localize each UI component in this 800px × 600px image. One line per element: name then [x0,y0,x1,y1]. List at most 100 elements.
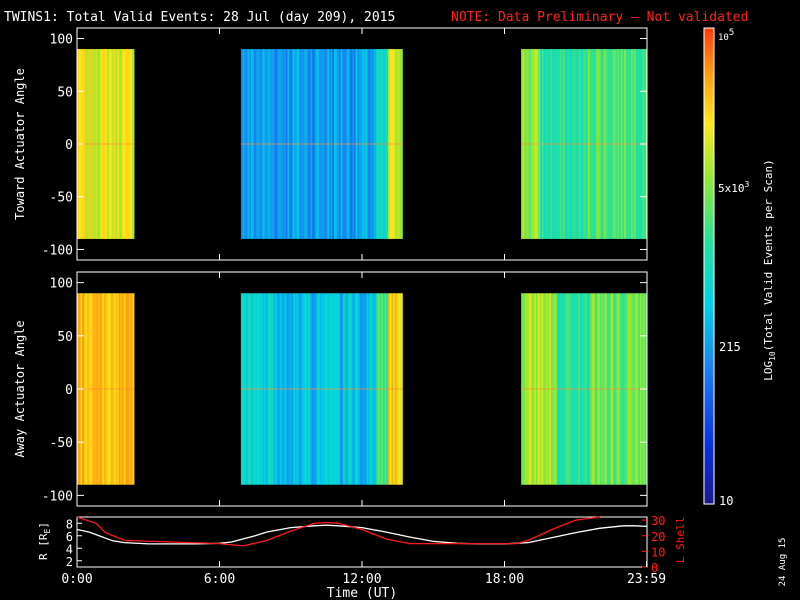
heatmap-cell [130,293,133,485]
heatmap-cell [598,293,601,485]
heatmap-cell [102,49,105,239]
heatmap-cell [244,49,247,239]
heatmap-cell [320,49,323,239]
heatmap-cell [344,293,347,485]
heatmap-cell [561,49,564,239]
y-tick-label: 0 [65,138,73,153]
heatmap-cell [115,293,118,485]
colorbar-label-sub: 10 [768,351,777,361]
heatmap-cell [92,49,95,239]
heatmap-cell [100,49,103,239]
colorbar-tick-top-base: 10 [718,33,729,43]
toward-panel: 100 50 0 -50 -100 Toward Actuator Angle [13,27,648,261]
heatmap-cell [527,49,530,239]
heatmap-cell [92,293,95,485]
heatmap-cell [637,49,640,239]
heatmap-cell [540,49,543,239]
heatmap-cell [372,49,375,239]
heatmap-cell [118,49,121,239]
heatmap-cell [300,293,303,485]
heatmap-cell [329,293,332,485]
y-tick-label: -50 [50,191,73,206]
heatmap-cell [394,49,397,239]
colorbar-label-rest: (Total Valid Events per Scan) [762,159,775,351]
heatmap-cell [339,293,342,485]
heatmap-cell [282,49,285,239]
heatmap-cell [105,293,108,485]
heatmap-cell [324,49,327,239]
y-tick-label: 0 [65,383,73,398]
heatmap-cell [521,293,524,485]
heatmap-cell [132,293,135,485]
heatmap-cell [324,293,328,485]
heatmap-cell [353,293,356,485]
y-tick-label: 50 [57,85,73,100]
heatmap-cell [107,293,110,485]
heatmap-cell [354,293,357,485]
heatmap-cell [548,49,551,239]
heatmap-cell [310,49,313,239]
heatmap-cell [275,49,278,239]
heatmap-cell [384,49,387,239]
heatmap-cell [128,293,131,485]
heatmap-cell [276,293,279,485]
preliminary-note: NOTE: Data Preliminary — Not validated [451,10,748,25]
zero-angle-band [240,388,403,390]
heatmap-cell [632,49,635,239]
heatmap-cell [545,49,548,239]
heatmap-cell [351,293,354,485]
heatmap-cell [262,49,265,239]
heatmap-cell [252,49,255,239]
heatmap-cell [534,293,537,485]
heatmap-cell [620,49,623,239]
heatmap-cell [333,293,336,485]
heatmap-cell [348,293,351,485]
heatmap-cell [382,293,385,485]
heatmap-cell [547,293,550,485]
away-y-axis: 100 50 0 -50 -100 [42,272,648,506]
heatmap-cell [127,49,130,239]
heatmap-cell [377,49,380,239]
heatmap-cell [294,49,297,239]
heatmap-cell [300,49,303,239]
heatmap-cell [609,49,612,239]
heatmap-cell [308,293,311,485]
heatmap-cell [277,49,280,239]
heatmap-cell [576,49,579,239]
heatmap-cell [379,293,382,485]
heatmap-cell [264,49,267,239]
heatmap-cell [108,293,111,485]
colorbar-tick-mid: 5x103 [718,180,750,195]
zero-angle-band [77,143,134,145]
colorbar-tick-top-exp: 5 [729,28,734,38]
away-y-label: Away Actuator Angle [13,320,27,457]
heatmap-cell [260,49,263,239]
zero-angle-band [77,388,134,390]
heatmap-cell [97,293,100,485]
heatmap-cell [356,293,359,485]
heatmap-cell [328,49,332,239]
colorbar-tick-215: 215 [719,340,741,354]
heatmap-cell [123,293,126,485]
heatmap-cell [93,293,96,485]
heatmap-cell [394,293,397,485]
heatmap-cell [278,293,281,485]
heatmap-cell [558,49,561,239]
heatmap-cell [542,293,545,485]
heatmap-cell [369,293,372,485]
heatmap-cell [550,49,553,239]
heatmap-cell [326,293,329,485]
heatmap-cell [267,293,270,485]
heatmap-cell [292,49,295,239]
heatmap-cell [524,293,527,485]
colorbar: 105 5x103 215 10 LOG10(Total Valid Event… [703,27,777,508]
radius-line [76,524,648,545]
date-stamp: 24 Aug 15 [778,538,788,587]
heatmap-cell [558,293,561,485]
heatmap-cell [122,293,125,485]
heatmap-cell [125,293,128,485]
heatmap-cell [107,49,110,239]
heatmap-cell [87,293,90,485]
heatmap-cell [381,293,384,485]
heatmap-cell [90,293,93,485]
